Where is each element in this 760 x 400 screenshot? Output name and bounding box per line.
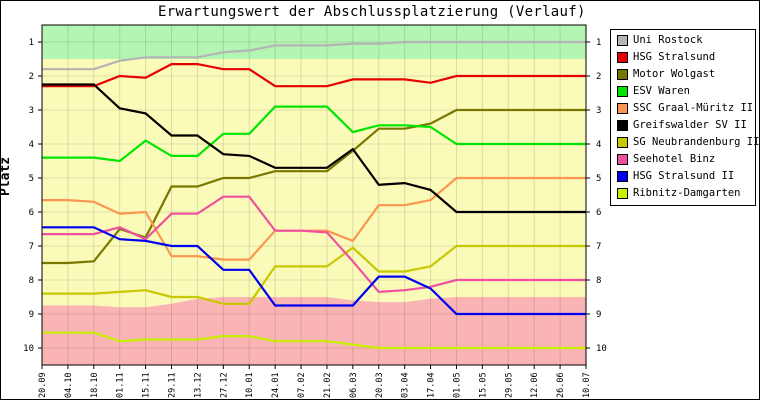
legend-item: ESV Waren [617,84,690,98]
x-tick-label: 15.11 [142,372,152,398]
series-line-4 [42,105,586,163]
y-tick-label: 7 [29,242,34,252]
plot-border [41,24,587,366]
series-line-6 [42,83,586,214]
legend-item: HSG Stralsund [617,50,715,64]
y-tick-label: 4 [29,140,34,150]
y-tick-label: 9 [29,310,34,320]
legend-swatch [617,85,628,97]
y-tick-label: 5 [29,174,34,184]
x-tick-label: 15.05 [478,372,488,398]
x-tick-label: 06.03 [349,372,359,398]
y-tick-label: 6 [29,208,34,218]
x-tick-label: 17.04 [427,372,437,398]
x-tick-label: 27.12 [219,372,229,398]
x-tick-label: 10.07 [582,372,592,398]
y-tick-label-right: 8 [596,276,601,286]
legend-item: Uni Rostock [617,33,703,47]
x-tick-label: 29.11 [168,372,178,398]
legend-swatch [617,119,628,131]
legend-label: Greifswalder SV II [633,119,747,131]
band-top [42,25,586,59]
legend-label: Motor Wolgast [633,68,716,80]
y-tick-label-right: 7 [596,242,601,252]
y-tick-label: 1 [29,38,34,48]
legend-swatch [617,34,628,46]
series-line-9 [42,226,586,316]
y-tick-label: 8 [29,276,34,286]
legend-label: SG Neubrandenburg II [633,136,760,148]
x-tick-label: 12.06 [530,372,540,398]
y-tick-label-right: 3 [596,106,601,116]
x-tick-label: 20.09 [38,372,48,398]
legend-item: Ribnitz-Damgarten [617,186,740,200]
legend-swatch [617,153,628,165]
x-tick-label: 13.12 [193,372,203,398]
axes [41,24,587,366]
y-tick-label-right: 1 [596,38,601,48]
x-tick-label: 04.10 [64,372,74,398]
band-middle [42,59,586,308]
legend-label: Ribnitz-Damgarten [633,187,741,199]
legend-item: Seehotel Binz [617,152,715,166]
x-tick-label: 10.01 [245,372,255,398]
legend-label: SSC Graal-Müritz II [633,102,754,114]
legend-swatch [617,102,628,114]
x-tick-label: 18.10 [90,372,100,398]
legend-label: Uni Rostock [633,34,703,46]
legend: Uni Rostock HSG Stralsund Motor Wolgast ESV… [610,29,759,206]
y-tick-label: 3 [29,106,34,116]
series-line-2 [42,62,586,88]
legend-swatch [617,68,628,80]
series-lines [42,40,586,350]
x-tick-label: 01.05 [452,372,462,398]
legend-label: Seehotel Binz [633,153,716,165]
x-tick-label: 29.05 [504,372,514,398]
x-tick-label: 24.01 [271,372,281,398]
x-tick-label: 01.11 [116,372,126,398]
y-tick-label: 10 [23,344,34,354]
series-line-10 [42,331,586,350]
chart-title: Erwartungswert der Abschlussplatzierung … [158,4,586,20]
legend-item: Motor Wolgast [617,67,715,81]
x-tick-label: 20.03 [375,372,385,398]
y-tick-label-right: 5 [596,174,601,184]
legend-label: HSG Stralsund II [633,170,735,182]
x-tick-label: 26.06 [556,372,566,398]
legend-swatch [617,187,628,199]
legend-item: Greifswalder SV II [617,118,747,132]
legend-swatch [617,170,628,182]
series-line-7 [42,244,586,305]
legend-swatch [617,136,628,148]
legend-item: SG Neubrandenburg II [617,135,759,149]
y-tick-label: 2 [29,72,34,82]
x-tick-label: 21.02 [323,372,333,398]
legend-label: ESV Waren [633,85,690,97]
series-line-8 [42,195,586,294]
x-tick-label: 03.04 [401,372,411,398]
legend-label: HSG Stralsund [633,51,716,63]
y-tick-label-right: 2 [596,72,601,82]
series-line-1 [42,40,586,71]
tick-labels: 1 1 2 2 3 3 4 4 5 5 6 6 7 7 8 8 9 9 10 10 20.09 04.10 18.10 01.… [23,38,607,398]
y-tick-label-right: 9 [596,310,601,320]
legend-item: HSG Stralsund II [617,169,734,183]
y-tick-label-right: 6 [596,208,601,218]
y-tick-label-right: 4 [596,140,601,150]
legend-item: SSC Graal-Müritz II [617,101,753,115]
legend-swatch [617,51,628,63]
band-bottom [42,297,586,365]
y-tick-label-right: 10 [596,344,607,354]
x-tick-label: 07.02 [297,372,307,398]
